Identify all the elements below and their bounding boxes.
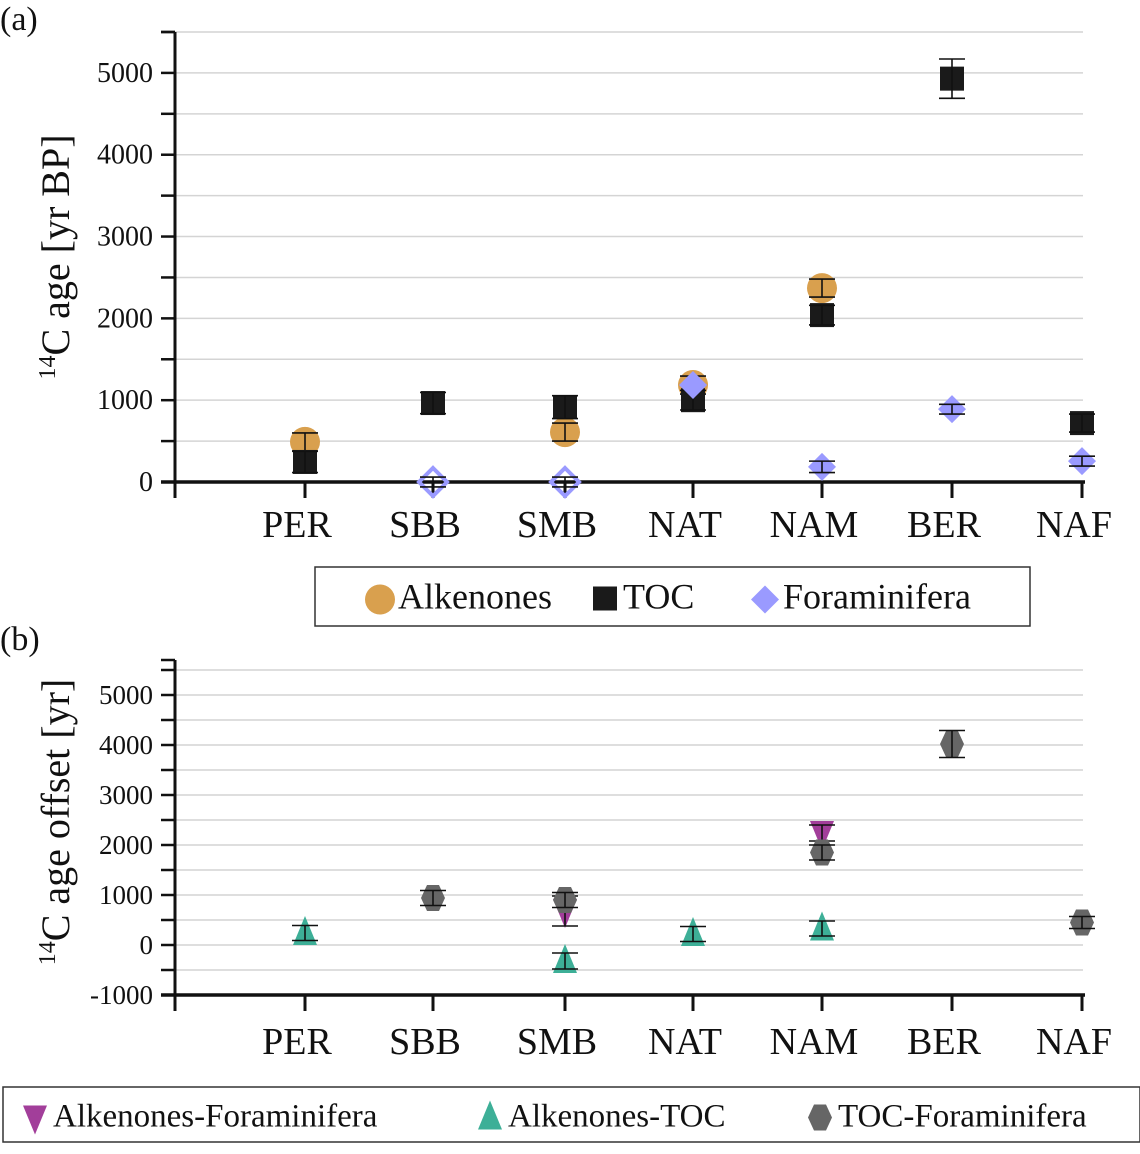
y-axis-label-superscript: 14 (35, 941, 61, 965)
error-bar (420, 391, 446, 415)
legend: Alkenones-Foraminifera Alkenones-TOC TOC-F… (2, 1086, 1140, 1143)
x-tick-label: NAM (770, 504, 859, 546)
y-tick-label: 5000 (99, 680, 153, 710)
error-bar (552, 422, 578, 442)
y-tick-label: 0 (140, 930, 154, 960)
legend-marker-toc-foraminifera (808, 1104, 832, 1131)
x-tick-label: SMB (517, 504, 597, 546)
error-bar (809, 844, 835, 861)
x-tick-label: NAT (648, 1021, 722, 1063)
panel-a: 0 1000 2000 3000 4000 5000 PER SBB SMB NAT NAM BER N… (0, 1, 1112, 627)
legend-box (2, 1086, 1140, 1143)
y-tick-label: 1000 (99, 880, 153, 910)
y-tick-label: 2000 (99, 830, 153, 860)
x-tick-label: SMB (517, 1021, 597, 1063)
legend-label: TOC (623, 577, 694, 617)
error-bar (809, 460, 835, 474)
legend-label: Alkenones-TOC (508, 1099, 726, 1135)
legend-label: Alkenones-Foraminifera (53, 1099, 378, 1135)
error-bar (552, 891, 578, 909)
y-tick-label: 1000 (97, 385, 153, 416)
error-bar (292, 450, 318, 474)
error-bar (552, 952, 578, 970)
y-axis-label-text: C age [yr BP] (33, 134, 78, 355)
y-tick-label: 5000 (97, 58, 153, 89)
y-axis-label: 14C age offset [yr] (33, 679, 78, 966)
y-axis-label-superscript: 14 (35, 356, 61, 380)
y-tick-label: 3000 (99, 780, 153, 810)
error-bar (939, 729, 965, 759)
x-tick-label: PER (262, 504, 332, 546)
error-bar (809, 278, 835, 298)
error-bar (939, 403, 965, 415)
error-bar (680, 925, 706, 943)
legend-box (314, 566, 1031, 627)
error-bar (809, 304, 835, 326)
y-tick-label: 0 (139, 467, 153, 498)
y-tick-label: 4000 (99, 730, 153, 760)
legend-label: Alkenones (398, 577, 552, 617)
x-tick-label: BER (907, 504, 982, 546)
x-tick-label: PER (262, 1021, 332, 1063)
panel-label: (a) (0, 1, 38, 38)
y-tick-label: 3000 (97, 222, 153, 253)
error-bar (420, 476, 446, 488)
legend: Alkenones TOC Foraminifera (314, 566, 1031, 627)
legend-marker-alkenones-toc (478, 1100, 502, 1130)
legend-marker-toc (593, 586, 617, 611)
x-tick-label: NAF (1036, 1021, 1112, 1063)
error-bar (552, 476, 578, 488)
data-point-foraminifera-nat (679, 371, 707, 400)
y-axis-label: 14C age [yr BP] (33, 134, 78, 379)
legend-marker-alkenones (365, 584, 395, 615)
error-bar (809, 920, 835, 937)
y-tick-label: -1000 (90, 980, 153, 1010)
y-tick-label: 4000 (97, 140, 153, 171)
error-bar (1069, 455, 1095, 467)
error-bar (292, 924, 318, 942)
error-bar (420, 889, 446, 907)
x-tick-label: NAF (1036, 504, 1112, 546)
x-tick-label: NAT (648, 504, 722, 546)
error-bar (1069, 413, 1095, 433)
error-bar (939, 58, 965, 100)
panel-label: (b) (0, 621, 40, 658)
x-tick-label: NAM (770, 1021, 859, 1063)
legend-label: TOC-Foraminifera (838, 1099, 1087, 1135)
panel-b: -1000 0 1000 2000 3000 4000 5000 PER SBB SMB NAT NA… (0, 621, 1140, 1143)
x-tick-label: SBB (389, 1021, 461, 1063)
error-bar (1069, 915, 1095, 930)
y-tick-label: 2000 (97, 303, 153, 334)
error-bar (552, 394, 578, 420)
legend-marker-alkenones-foraminifera (23, 1105, 47, 1135)
x-tick-label: SBB (389, 504, 461, 546)
y-axis-label-text: C age offset [yr] (33, 679, 78, 942)
x-tick-label: BER (907, 1021, 982, 1063)
legend-marker-foraminifera (751, 585, 779, 614)
legend-label: Foraminifera (783, 577, 971, 617)
